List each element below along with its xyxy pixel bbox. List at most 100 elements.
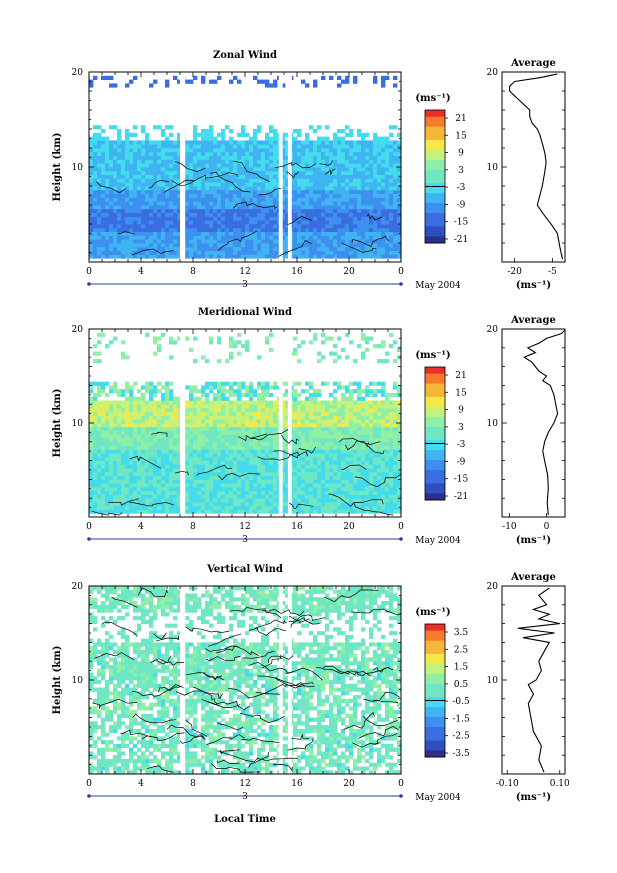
heatmap-cell [177, 460, 182, 465]
colorbar-swatch [425, 139, 445, 144]
heatmap-cell [357, 132, 362, 137]
heatmap-cell [325, 220, 330, 225]
heatmap-cell [317, 140, 322, 145]
heatmap-cell [313, 505, 318, 510]
heatmap-cell [297, 434, 302, 439]
heatmap-cell [369, 224, 374, 229]
heatmap-cell [201, 250, 206, 255]
heatmap-cell [157, 509, 162, 514]
heatmap-cell [321, 235, 326, 240]
heatmap-cell [393, 243, 398, 248]
heatmap-cell [349, 441, 354, 446]
heatmap-cell [133, 186, 138, 191]
heatmap-cell [377, 227, 382, 232]
heatmap-cell [205, 449, 210, 454]
heatmap-cell [193, 239, 198, 244]
heatmap-cell [117, 460, 122, 465]
heatmap-cell [145, 239, 150, 244]
heatmap-cell [241, 430, 246, 435]
heatmap-cell [185, 449, 190, 454]
heatmap-cell [353, 453, 358, 458]
heatmap-cell [205, 167, 210, 172]
heatmap-cell [381, 254, 386, 259]
heatmap-cell [301, 460, 306, 465]
heatmap-cell [173, 231, 178, 236]
heatmap-cell [197, 426, 202, 431]
heatmap-cell [325, 227, 330, 232]
heatmap-cell [93, 479, 98, 484]
heatmap-cell [109, 205, 114, 210]
heatmap-cell [365, 197, 370, 202]
heatmap-cell [217, 140, 222, 145]
heatmap-cell [205, 498, 210, 503]
heatmap-cell [117, 456, 122, 461]
colorbar-tick-label: 3 [458, 166, 464, 176]
heatmap-cell [389, 441, 394, 446]
heatmap-cell [257, 193, 262, 198]
heatmap-cell [293, 505, 298, 510]
heatmap-cell [325, 212, 330, 217]
heatmap-cell [349, 464, 354, 469]
heatmap-cell [125, 430, 130, 435]
heatmap-cell [393, 494, 398, 499]
heatmap-cell [229, 79, 234, 84]
heatmap-cell [325, 501, 330, 507]
heatmap-cell [293, 148, 298, 153]
heatmap-cell [201, 178, 206, 183]
heatmap-cell [297, 170, 302, 175]
heatmap-cell [117, 224, 122, 229]
heatmap-cell [345, 434, 350, 439]
heatmap-cell [189, 182, 194, 187]
heatmap-cell [285, 205, 290, 210]
heatmap-cell [273, 197, 278, 202]
heatmap-cell [121, 509, 126, 514]
heatmap-cell [293, 460, 298, 465]
heatmap-cell [377, 501, 382, 507]
heatmap-cell [345, 509, 350, 514]
heatmap-cell [273, 144, 278, 149]
heatmap-cell [225, 144, 230, 149]
heatmap-cell [237, 155, 242, 160]
heatmap-cell [337, 419, 342, 424]
heatmap-cell [321, 144, 326, 149]
heatmap-cell [221, 498, 226, 503]
heatmap-cell [309, 407, 314, 413]
heatmap-cell [341, 449, 346, 454]
heatmap-cell [329, 501, 334, 507]
heatmap-cell [165, 441, 170, 446]
heatmap-cell [165, 250, 170, 255]
heatmap-cell [113, 498, 118, 503]
heatmap-cell [177, 170, 182, 175]
heatmap-cell [97, 490, 102, 495]
heatmap-cell [397, 483, 402, 488]
heatmap-cell [253, 178, 258, 183]
heatmap-cell [137, 155, 142, 160]
heatmap-cell [117, 151, 122, 156]
heatmap-cell [273, 148, 278, 153]
heatmap-cell [145, 415, 150, 420]
heatmap-cell [133, 75, 138, 80]
heatmap-cell [353, 483, 358, 488]
heatmap-cell [225, 151, 230, 156]
heatmap-cell [153, 140, 158, 145]
heatmap-cell [253, 75, 258, 80]
heatmap-cell [309, 189, 314, 194]
heatmap-cell [229, 189, 234, 194]
heatmap-cell [349, 254, 354, 259]
heatmap-cell [113, 501, 118, 507]
heatmap-cell [389, 486, 394, 492]
heatmap-cell [241, 411, 246, 416]
heatmap-cell [353, 250, 358, 255]
heatmap-cell [209, 132, 214, 137]
heatmap-cell [249, 430, 254, 435]
heatmap-cell [193, 159, 198, 164]
heatmap-cell [261, 212, 266, 217]
heatmap-cell [169, 243, 174, 248]
heatmap-cell [249, 479, 254, 484]
heatmap-cell [201, 471, 206, 477]
heatmap-cell [241, 501, 246, 507]
heatmap-cell [337, 479, 342, 484]
heatmap-cell [89, 254, 94, 259]
heatmap-cell [185, 501, 190, 507]
heatmap-cell [241, 197, 246, 202]
